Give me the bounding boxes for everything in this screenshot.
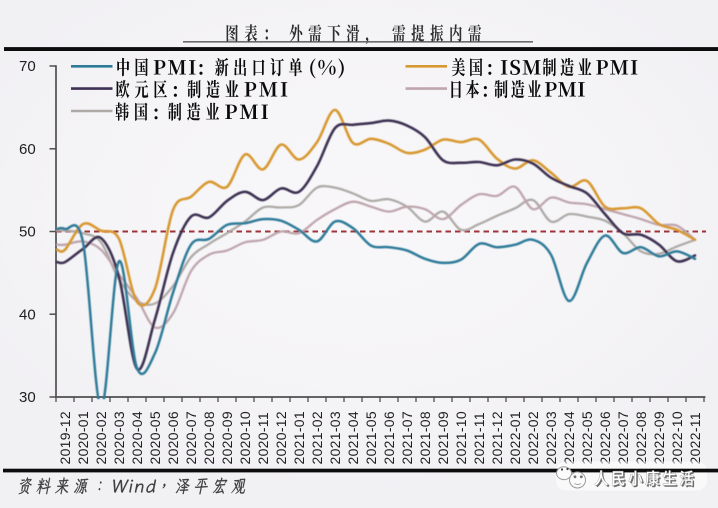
svg-text:2020-12: 2020-12 [273, 411, 289, 464]
svg-text:2020-06: 2020-06 [165, 411, 181, 464]
svg-text:2020-09: 2020-09 [219, 411, 235, 464]
svg-text:2020-11: 2020-11 [255, 412, 271, 464]
svg-text:2022-06: 2022-06 [597, 411, 613, 464]
svg-text:2021-12: 2021-12 [489, 411, 505, 464]
svg-text:2020-03: 2020-03 [111, 411, 127, 464]
svg-text:2020-01: 2020-01 [75, 411, 91, 464]
svg-text:2021-10: 2021-10 [453, 411, 469, 464]
svg-text:2022-01: 2022-01 [507, 411, 523, 464]
svg-text:50: 50 [19, 224, 36, 241]
svg-text:2020-04: 2020-04 [129, 411, 145, 464]
svg-text:30: 30 [19, 389, 36, 406]
svg-text:2022-02: 2022-02 [525, 411, 541, 464]
svg-text:2022-07: 2022-07 [615, 411, 631, 464]
svg-text:2020-07: 2020-07 [183, 411, 199, 464]
svg-text:2022-04: 2022-04 [561, 411, 577, 464]
svg-text:2021-09: 2021-09 [435, 411, 451, 464]
svg-text:40: 40 [19, 306, 36, 323]
svg-text:2022-11: 2022-11 [687, 412, 703, 464]
svg-text:2021-03: 2021-03 [327, 411, 343, 464]
svg-text:70: 70 [19, 58, 36, 75]
svg-text:2022-08: 2022-08 [633, 411, 649, 464]
svg-text:2020-02: 2020-02 [93, 411, 109, 464]
svg-text:2021-08: 2021-08 [417, 411, 433, 464]
svg-text:2021-01: 2021-01 [291, 411, 307, 464]
svg-text:2021-07: 2021-07 [399, 411, 415, 464]
svg-text:2022-03: 2022-03 [543, 411, 559, 464]
svg-text:2021-05: 2021-05 [363, 411, 379, 464]
svg-text:2022-05: 2022-05 [579, 411, 595, 464]
svg-text:2021-06: 2021-06 [381, 411, 397, 464]
svg-text:2022-09: 2022-09 [651, 411, 667, 464]
svg-text:2019-12: 2019-12 [57, 411, 73, 464]
svg-text:2022-10: 2022-10 [669, 411, 685, 464]
svg-text:2021-11: 2021-11 [471, 412, 487, 464]
svg-text:2020-05: 2020-05 [147, 411, 163, 464]
svg-text:60: 60 [19, 141, 36, 158]
svg-text:2021-04: 2021-04 [345, 411, 361, 464]
svg-text:2020-08: 2020-08 [201, 411, 217, 464]
svg-text:2020-10: 2020-10 [237, 411, 253, 464]
svg-text:2021-02: 2021-02 [309, 411, 325, 464]
